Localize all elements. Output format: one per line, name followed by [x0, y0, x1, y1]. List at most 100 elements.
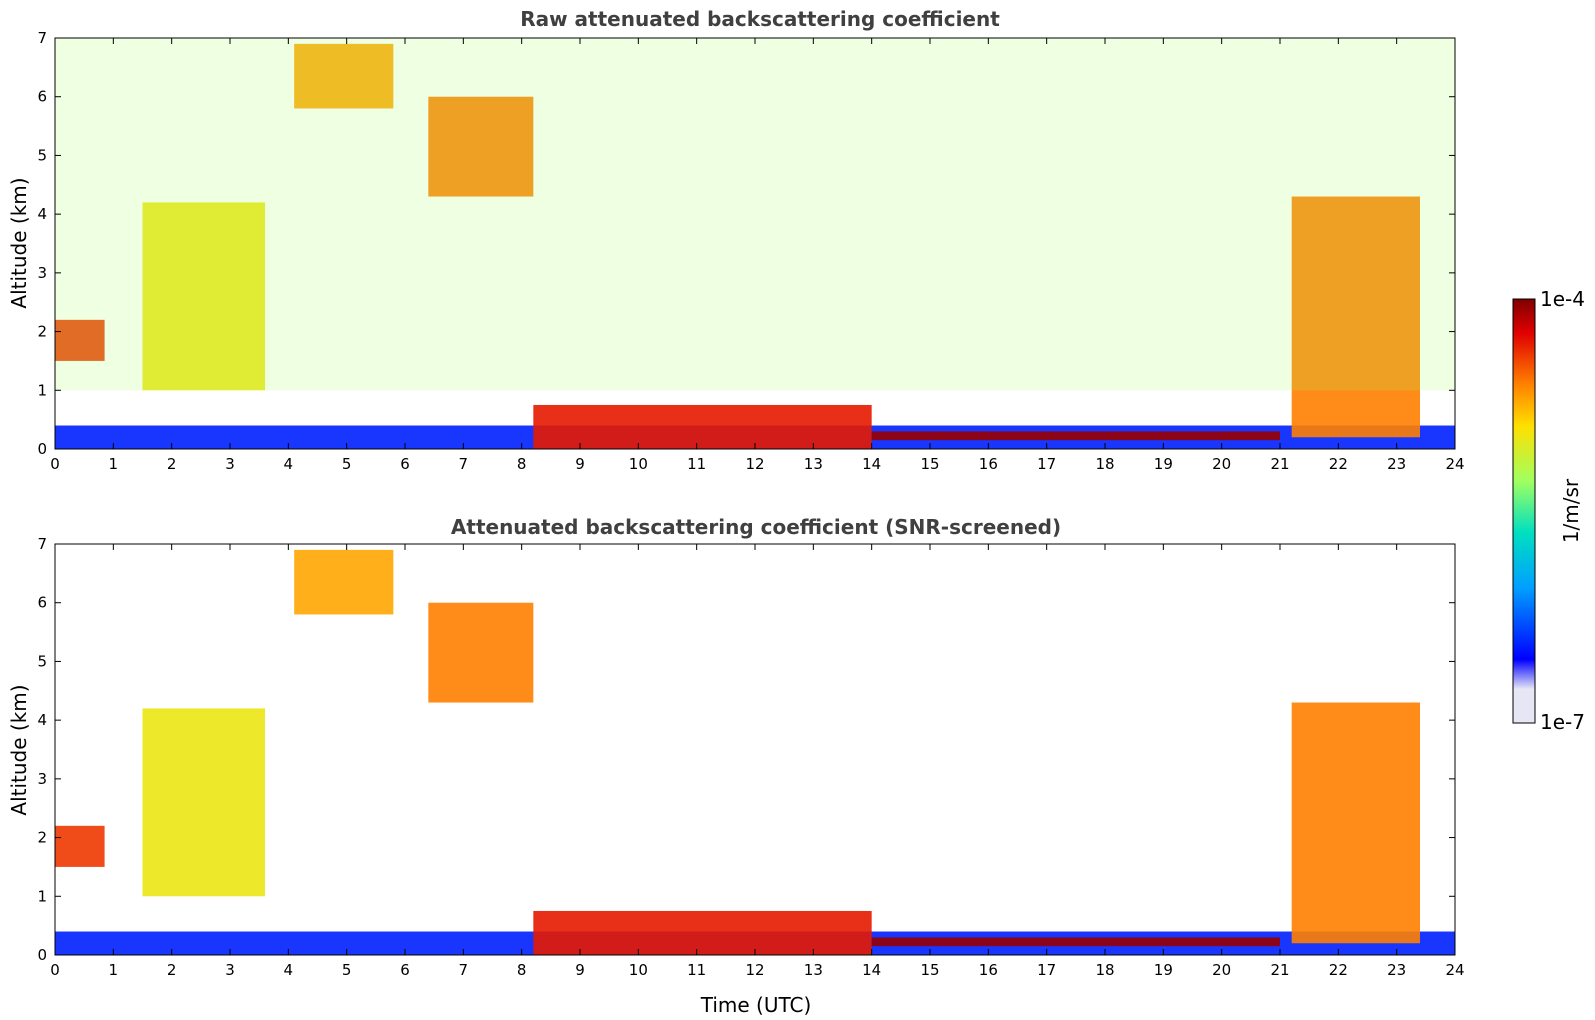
- top-x-tick-label: 24: [1445, 455, 1464, 473]
- bottom-x-tick-label: 5: [342, 961, 352, 979]
- bottom-x-tick-label: 6: [400, 961, 410, 979]
- top-x-tick-label: 4: [284, 455, 294, 473]
- bottom-y-tick-label: 7: [37, 535, 47, 553]
- bottom-x-tick-label: 11: [687, 961, 706, 979]
- bottom-title: Attenuated backscattering coefficient (S…: [451, 515, 1061, 539]
- bottom-x-tick-label: 9: [575, 961, 585, 979]
- top-x-tick-label: 5: [342, 455, 352, 473]
- top-x-tick-label: 6: [400, 455, 410, 473]
- colorbar-gradient: [1512, 298, 1536, 724]
- top-feature-noise: [55, 38, 1455, 391]
- bottom-x-tick-label: 10: [629, 961, 648, 979]
- top-x-tick-label: 22: [1329, 455, 1348, 473]
- top-x-tick-label: 9: [575, 455, 585, 473]
- top-x-tick-label: 16: [979, 455, 998, 473]
- bottom-x-tick-label: 20: [1212, 961, 1231, 979]
- bottom-feature-low-cloud: [55, 825, 105, 867]
- top-x-tick-label: 13: [804, 455, 823, 473]
- bottom-x-tick-label: 23: [1387, 961, 1406, 979]
- top-x-tick-label: 1: [109, 455, 119, 473]
- bottom-x-tick-label: 22: [1329, 961, 1348, 979]
- bottom-y-tick-label: 1: [37, 887, 47, 905]
- top-feature-cirrus: [428, 96, 534, 197]
- top-y-tick-label: 1: [37, 381, 47, 399]
- bottom-y-ticks: 0 1 2 3 4 5 6 7: [37, 535, 1455, 964]
- top-x-tick-label: 0: [50, 455, 60, 473]
- top-y-tick-label: 2: [37, 323, 47, 341]
- bottom-feature-aerosol-layer: [533, 910, 872, 955]
- top-plot-bg: [55, 38, 1455, 449]
- bottom-x-tick-label: 24: [1445, 961, 1464, 979]
- bottom-y-tick-label: 6: [37, 594, 47, 612]
- bottom-x-tick-label: 4: [284, 961, 294, 979]
- top-panel: Raw attenuated backscattering coefficien…: [7, 7, 1465, 473]
- bottom-x-tick-label: 16: [979, 961, 998, 979]
- bottom-x-tick-label: 19: [1154, 961, 1173, 979]
- bottom-x-tick-label: 2: [167, 961, 177, 979]
- top-y-ticks: 0 1 2 3 4 5 6 7: [37, 29, 1455, 458]
- top-feature-aerosol-layer: [533, 404, 872, 449]
- top-title: Raw attenuated backscattering coefficien…: [520, 7, 1000, 31]
- colorbar-min-label: 1e-7: [1540, 710, 1585, 734]
- colorbar: 1e-4 1e-7 1/m/sr: [1512, 287, 1585, 734]
- bottom-x-tick-label: 14: [862, 961, 881, 979]
- bottom-y-tick-label: 3: [37, 770, 47, 788]
- bottom-x-tick-label: 1: [109, 961, 119, 979]
- bottom-x-tick-label: 15: [920, 961, 939, 979]
- bottom-y-tick-label: 0: [37, 946, 47, 964]
- bottom-feature-cirrus: [428, 602, 534, 703]
- top-x-tick-label: 21: [1270, 455, 1289, 473]
- bottom-x-tick-label: 21: [1270, 961, 1289, 979]
- top-x-tick-label: 19: [1154, 455, 1173, 473]
- top-x-tick-label: 14: [862, 455, 881, 473]
- top-y-tick-label: 7: [37, 29, 47, 47]
- top-x-tick-label: 20: [1212, 455, 1231, 473]
- bottom-x-label: Time (UTC): [700, 993, 812, 1017]
- top-x-tick-label: 10: [629, 455, 648, 473]
- bottom-x-ticks: 0 1 2 3 4 5 6 7 8 9 10 11 12 13 14 15 16 17 18 19 20 21 22 23 24: [50, 544, 1465, 979]
- bottom-x-tick-label: 17: [1037, 961, 1056, 979]
- colorbar-max-label: 1e-4: [1540, 287, 1585, 311]
- top-heatmap: [55, 38, 1455, 449]
- top-y-label: Altitude (km): [7, 177, 31, 308]
- top-y-tick-label: 5: [37, 146, 47, 164]
- top-x-tick-label: 12: [745, 455, 764, 473]
- top-y-tick-label: 4: [37, 205, 47, 223]
- bottom-x-tick-label: 12: [745, 961, 764, 979]
- bottom-x-tick-label: 3: [225, 961, 235, 979]
- top-x-tick-label: 23: [1387, 455, 1406, 473]
- bottom-x-tick-label: 18: [1095, 961, 1114, 979]
- bottom-feature-rising-cloud: [142, 708, 265, 897]
- top-x-tick-label: 11: [687, 455, 706, 473]
- bottom-y-label: Altitude (km): [7, 684, 31, 815]
- top-feature-high-cloud: [294, 43, 394, 109]
- bottom-x-tick-label: 13: [804, 961, 823, 979]
- bottom-plot-bg: [55, 544, 1455, 955]
- top-x-tick-label: 15: [920, 455, 939, 473]
- top-feature-convective-cloud: [1291, 196, 1420, 438]
- top-y-tick-label: 3: [37, 264, 47, 282]
- top-x-ticks: 0 1 2 3 4 5 6 7 8 9 10 11 12 13 14 15 16 17 18 19 20 21 22 23 24: [50, 38, 1465, 473]
- bottom-panel: Attenuated backscattering coefficient (S…: [7, 515, 1465, 1017]
- bottom-feature-stable-layer: [871, 937, 1280, 947]
- bottom-feature-high-cloud: [294, 549, 394, 615]
- bottom-x-tick-label: 0: [50, 961, 60, 979]
- top-x-tick-label: 3: [225, 455, 235, 473]
- bottom-y-tick-label: 5: [37, 652, 47, 670]
- top-x-tick-label: 8: [517, 455, 527, 473]
- bottom-feature-convective-cloud: [1291, 702, 1420, 944]
- top-feature-low-cloud: [55, 319, 105, 361]
- bottom-x-tick-label: 8: [517, 961, 527, 979]
- top-x-tick-label: 17: [1037, 455, 1056, 473]
- bottom-x-tick-label: 7: [459, 961, 469, 979]
- top-x-tick-label: 18: [1095, 455, 1114, 473]
- top-x-tick-label: 2: [167, 455, 177, 473]
- top-feature-rising-cloud: [142, 202, 265, 391]
- top-feature-stable-layer: [871, 431, 1280, 441]
- bottom-y-tick-label: 4: [37, 711, 47, 729]
- top-y-tick-label: 0: [37, 440, 47, 458]
- bottom-y-tick-label: 2: [37, 829, 47, 847]
- top-x-tick-label: 7: [459, 455, 469, 473]
- colorbar-unit-label: 1/m/sr: [1559, 478, 1583, 543]
